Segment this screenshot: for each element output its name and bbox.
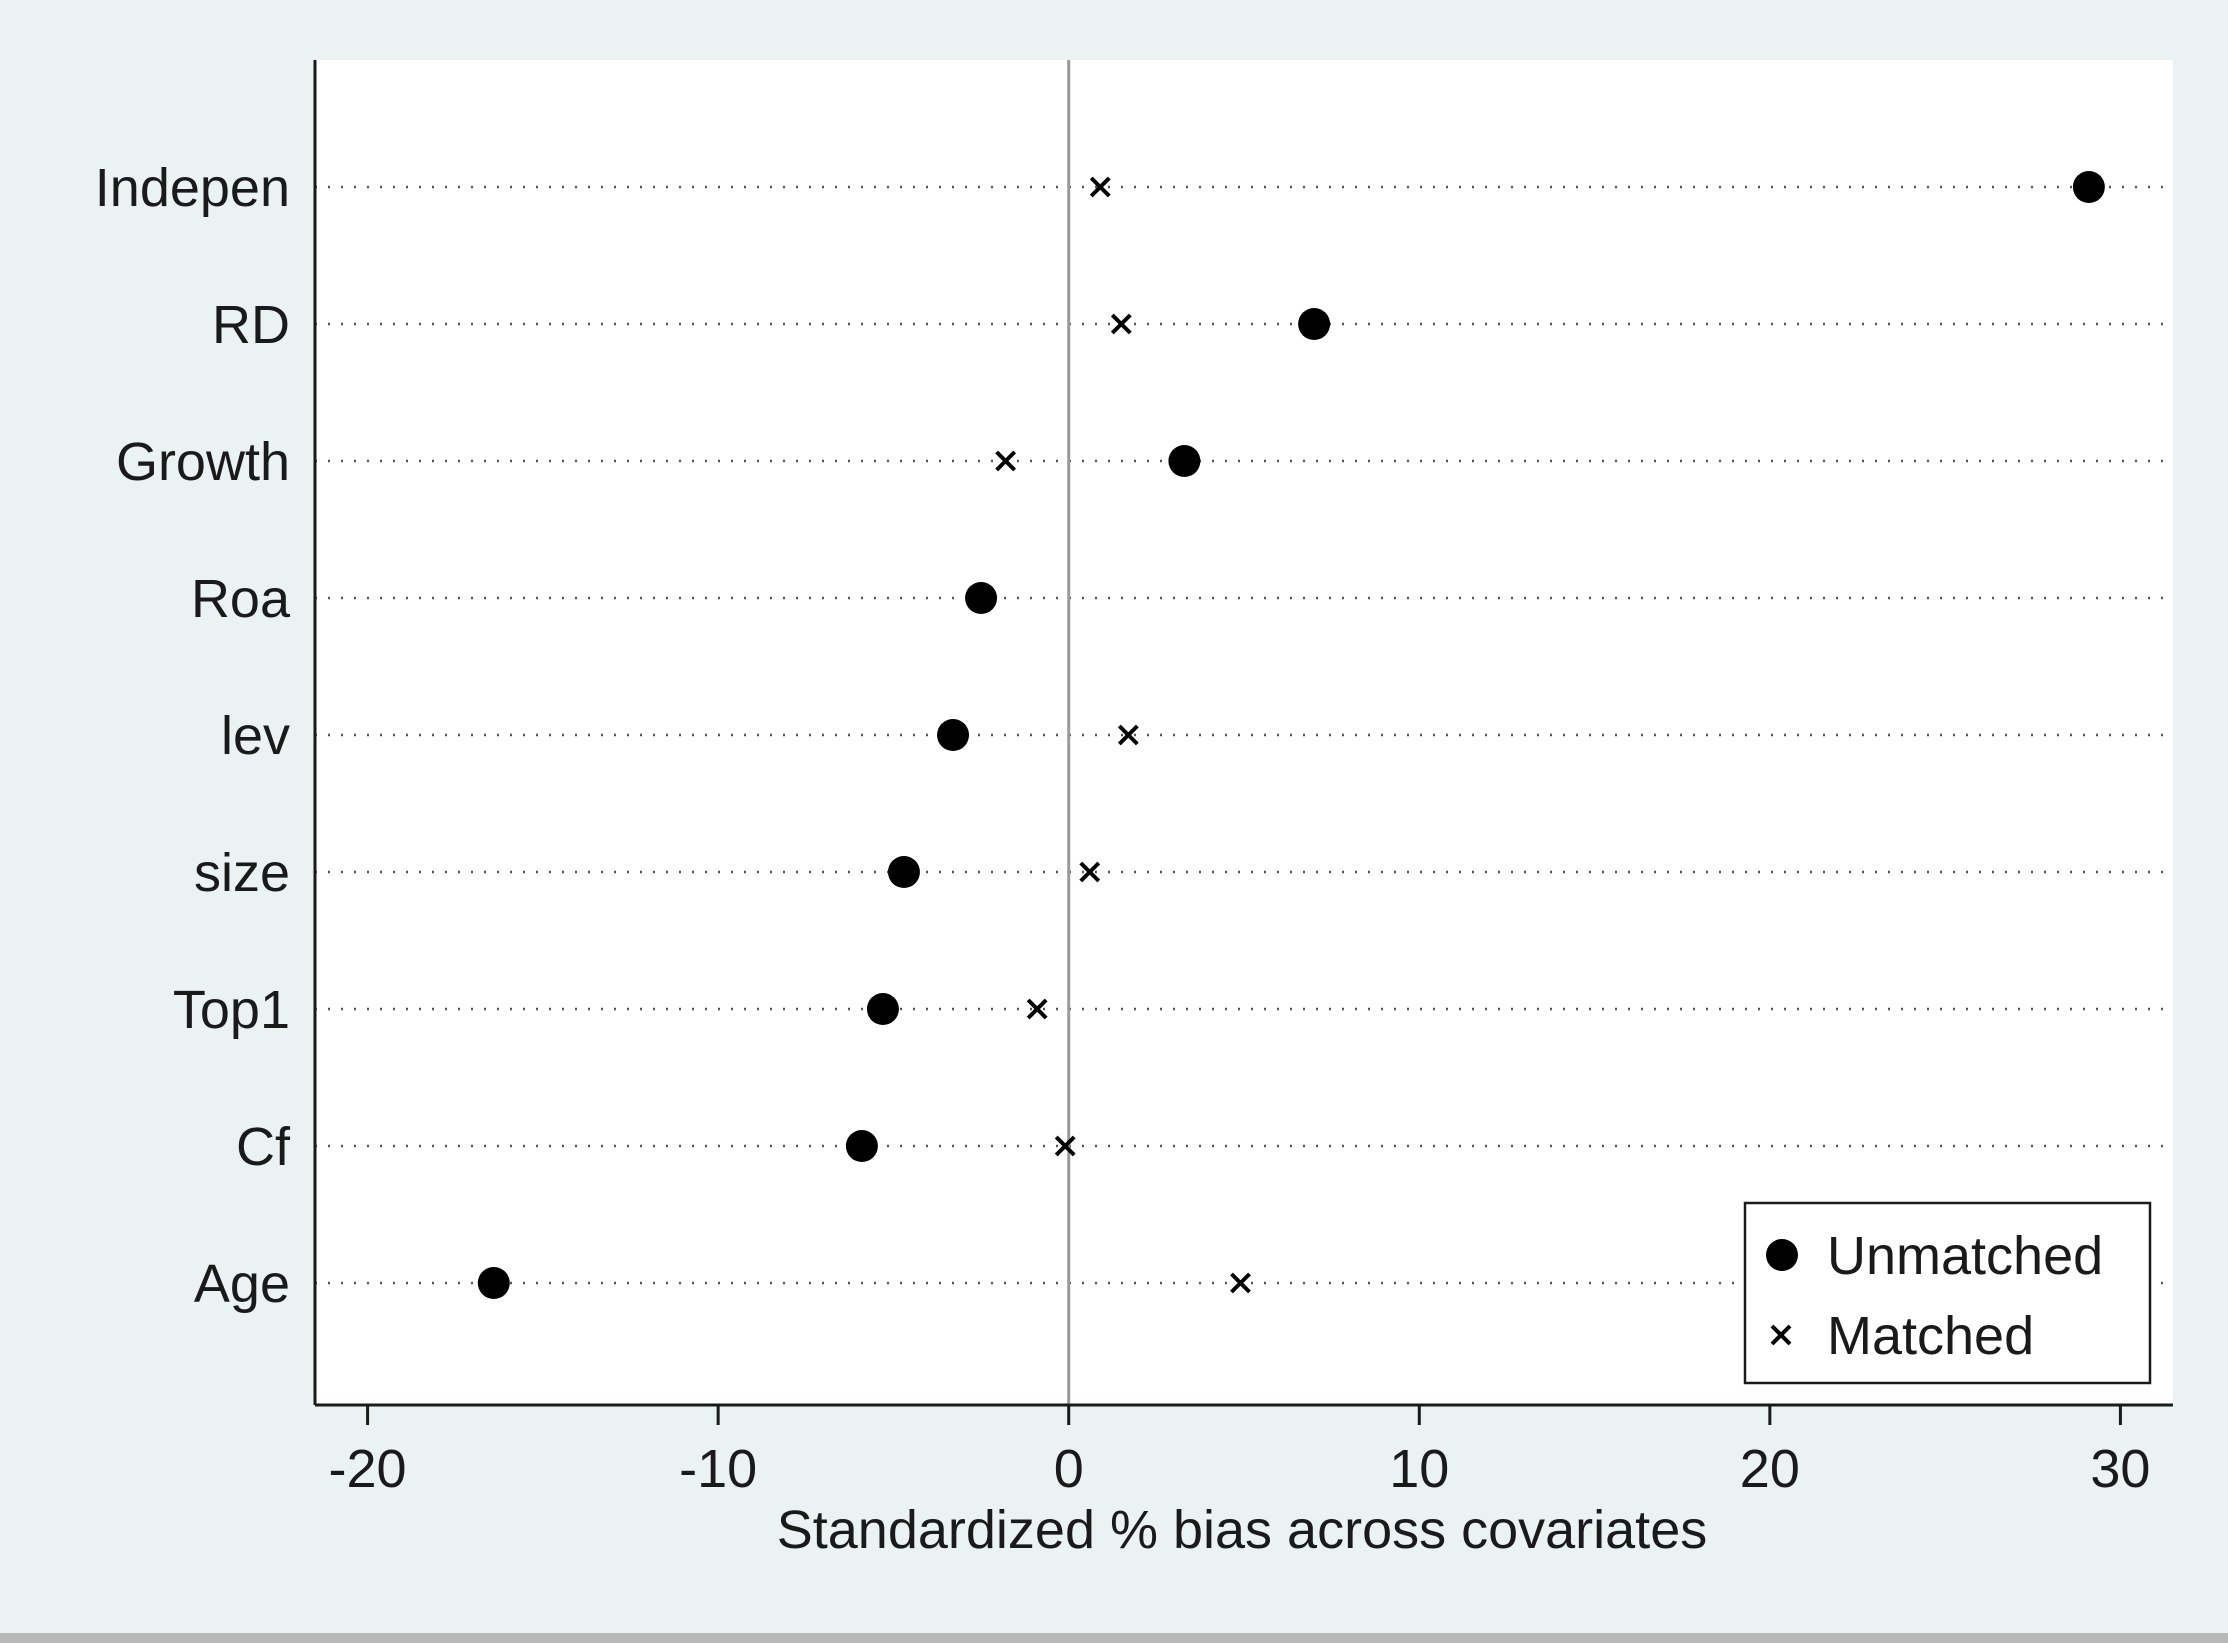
unmatched-point-top1 (866, 993, 899, 1025)
x-axis-title: Standardized % bias across covariates (777, 1500, 1707, 1560)
matched-point-age (1230, 1272, 1251, 1294)
legend-matched-label: Matched (1827, 1306, 2034, 1366)
matched-point-cf (1054, 1135, 1076, 1157)
y-label-growth: Growth (116, 432, 290, 492)
y-label-cf: Cf (236, 1117, 291, 1177)
y-label-lev: lev (221, 706, 290, 766)
matched-point-size (1079, 861, 1101, 883)
unmatched-point-lev (937, 719, 970, 751)
legend: Unmatched Matched (1743, 1201, 2152, 1385)
unmatched-point-rd (1298, 308, 1331, 340)
matched-point-growth (995, 450, 1017, 472)
legend-unmatched-label: Unmatched (1827, 1226, 2103, 1286)
y-label-top1: Top1 (173, 980, 290, 1040)
legend-unmatched-marker (1766, 1239, 1798, 1271)
x-tick-label: 10 (1389, 1439, 1449, 1499)
matched-point-lev (1117, 724, 1139, 746)
y-label-size: size (194, 843, 290, 903)
legend-matched-marker (1770, 1324, 1792, 1346)
x-tick-label: 20 (1740, 1439, 1800, 1499)
x-tick-label: -20 (329, 1439, 407, 1499)
unmatched-point-size (887, 856, 920, 888)
axes (313, 60, 2173, 1425)
y-label-roa: Roa (191, 569, 291, 629)
matched-point-rd (1110, 313, 1132, 335)
unmatched-point-age (477, 1267, 510, 1299)
unmatched-point-cf (845, 1130, 878, 1162)
legend-box (1743, 1201, 2152, 1385)
matched-point-indepen (1089, 176, 1111, 198)
y-category-labels: Indepen RD Growth Roa lev size Top1 Cf Age (95, 158, 291, 1314)
unmatched-point-indepen (2072, 171, 2105, 203)
matched-point-top1 (1026, 998, 1048, 1020)
x-tick-label: 0 (1054, 1439, 1084, 1499)
unmatched-point-roa (965, 582, 998, 614)
x-tick-label: -10 (679, 1439, 757, 1499)
plot-area (315, 60, 2173, 1405)
x-tick-label: 30 (2090, 1439, 2150, 1499)
unmatched-point-growth (1168, 445, 1201, 477)
y-label-age: Age (194, 1254, 290, 1314)
y-label-rd: RD (212, 295, 290, 355)
y-label-indepen: Indepen (95, 158, 290, 218)
x-tick-labels: -20 -10 0 10 20 30 (329, 1439, 2151, 1499)
data-markers (477, 171, 2105, 1299)
